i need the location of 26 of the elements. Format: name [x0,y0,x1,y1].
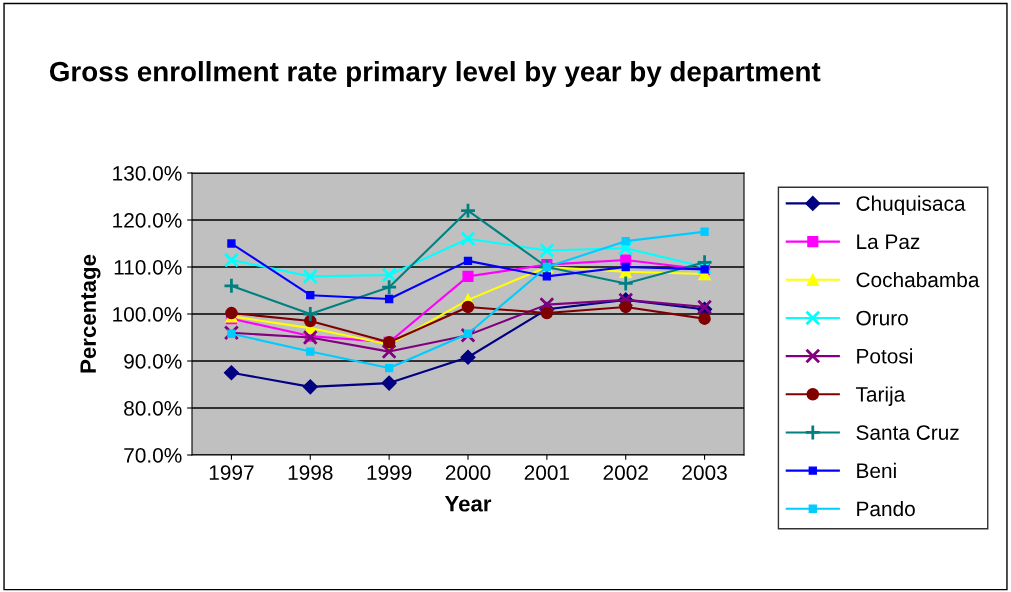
legend-label: Pando [857,500,915,517]
y-axis-title: Percentage [80,254,101,373]
legend-label: Oruro [856,310,908,326]
y-tick-label: 130.0% [113,166,182,181]
legend-label: Beni [857,462,896,479]
y-tick-label: 120.0% [113,213,182,228]
x-tick-label: 2003 [682,465,727,481]
chart-title: Gross enrollment rate primary level by year by department [49,61,821,87]
x-axis-title: Year [444,496,492,512]
y-tick-label: 90.0% [124,354,182,369]
legend-label: Cochabamba [856,271,980,288]
y-tick-label: 80.0% [124,401,182,416]
x-tick-label: 2000 [445,465,491,481]
x-tick-label: 1999 [367,465,412,481]
x-tick-label: 1997 [209,465,254,481]
legend-label: Santa Cruz [856,425,959,440]
y-tick-label: 70.0% [124,448,182,463]
y-tick-label: 100.0% [113,307,182,322]
legend-label: Chuquisaca [856,195,966,216]
legend-label: Potosi [857,348,912,364]
legend-label: La Paz [857,234,920,250]
x-tick-label: 2001 [524,465,570,481]
x-tick-label: 2002 [603,465,648,481]
x-tick-label: 1998 [288,465,333,481]
legend-label: Tarija [855,386,906,406]
y-tick-label: 110.0% [114,260,182,275]
